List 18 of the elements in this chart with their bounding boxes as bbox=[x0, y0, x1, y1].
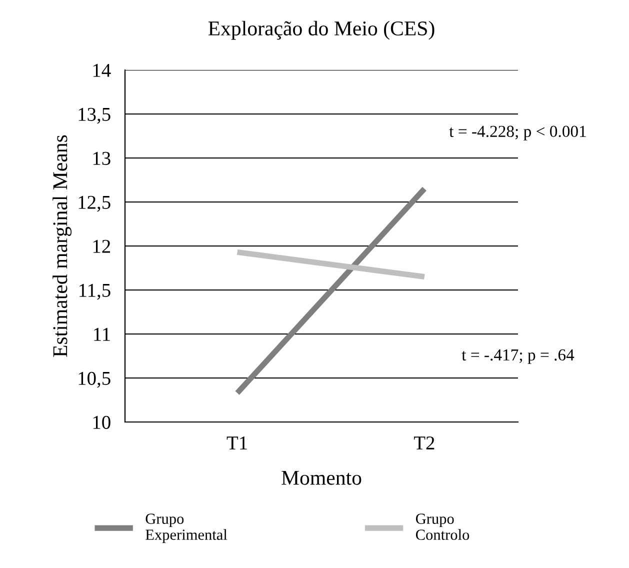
x-tick-label: T2 bbox=[414, 436, 434, 450]
y-tick-label: 10 bbox=[93, 416, 110, 429]
y-axis-title: Estimated marginal Means bbox=[52, 135, 72, 357]
chart-title: Exploração do Meio (CES) bbox=[208, 20, 434, 40]
y-tick-label: 14 bbox=[93, 64, 111, 77]
y-tick-label: 11,5 bbox=[80, 284, 110, 300]
x-axis-title: Momento bbox=[282, 471, 362, 485]
annotation: t = -.417; p = .64 bbox=[462, 349, 574, 364]
y-tick-label: 12 bbox=[93, 240, 110, 253]
y-tick-label: 13 bbox=[93, 152, 110, 165]
annotation: t = -4.228; p < 0.001 bbox=[449, 126, 586, 140]
legend-label: Grupo Experimental bbox=[146, 514, 228, 544]
legend-label: Grupo Controlo bbox=[416, 514, 470, 540]
y-tick-label: 10,5 bbox=[78, 372, 110, 388]
y-tick-label: 12,5 bbox=[78, 196, 110, 212]
x-tick-label: T1 bbox=[226, 436, 247, 450]
y-tick-label: 13,5 bbox=[78, 108, 110, 124]
y-tick-label: 11 bbox=[94, 328, 110, 341]
